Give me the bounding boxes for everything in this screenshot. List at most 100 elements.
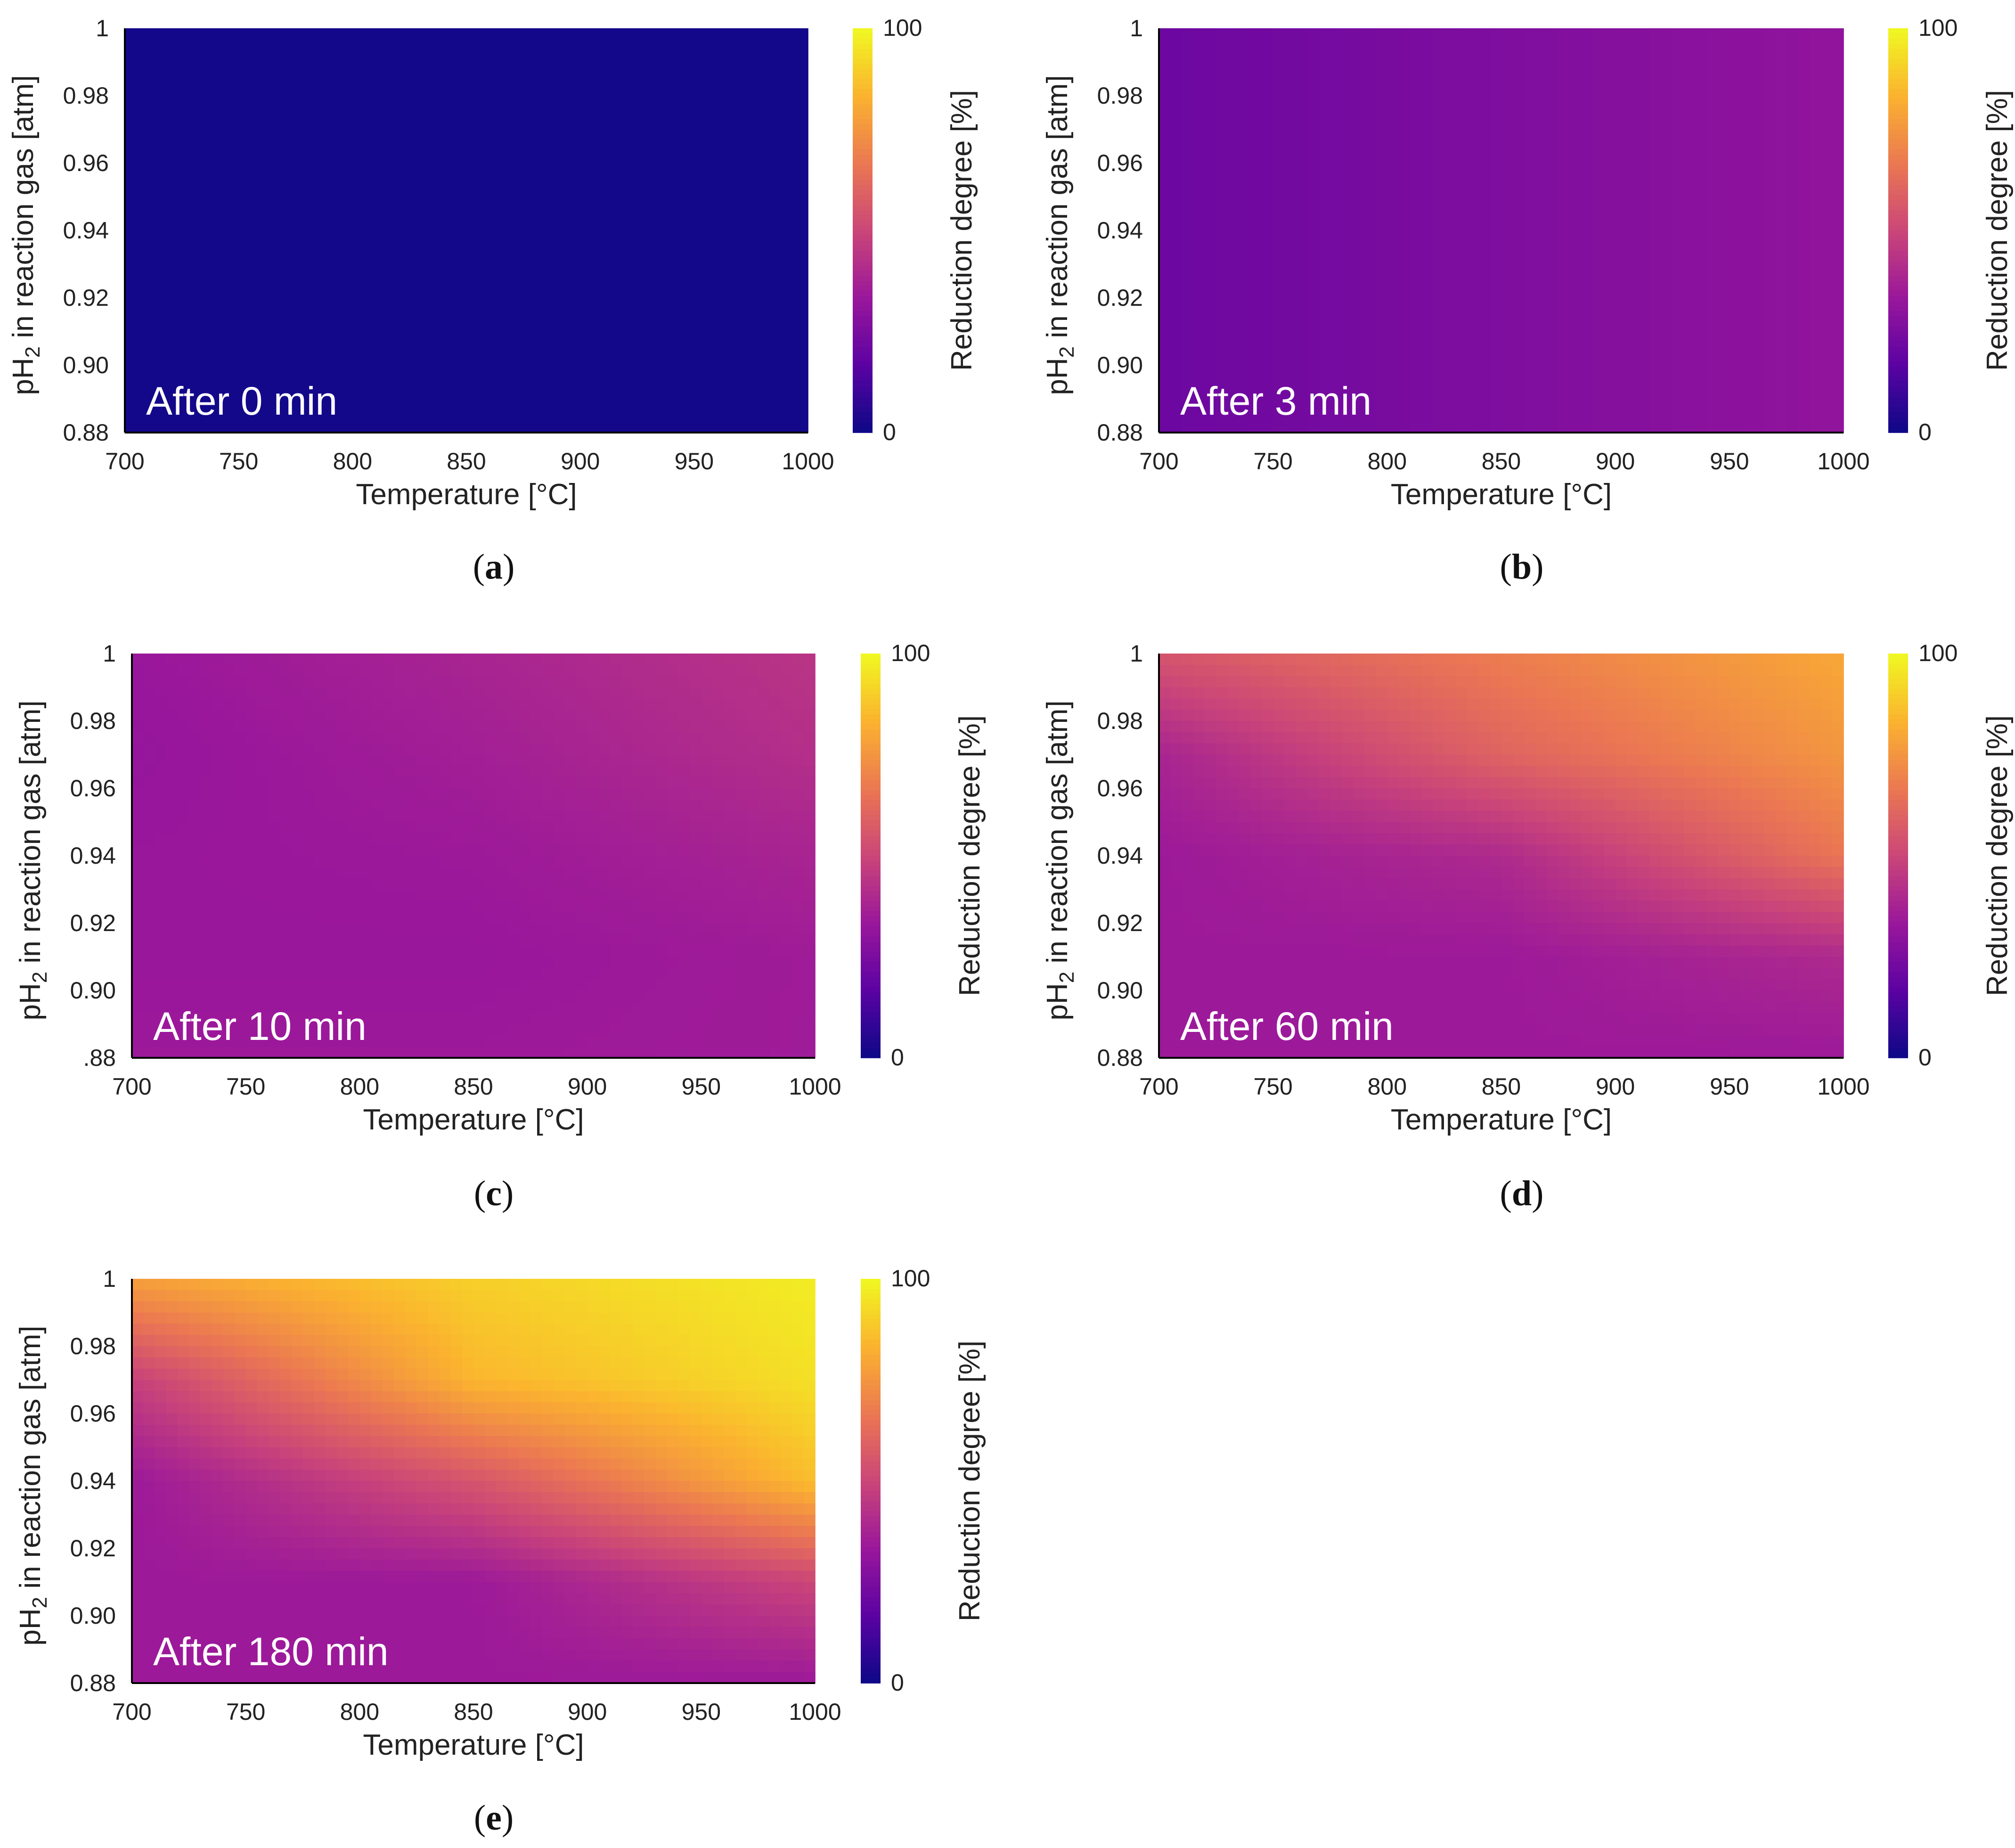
heatmap-cell [546,106,558,119]
heatmap-cell [705,140,718,152]
heatmap-cell [1581,163,1593,175]
heatmap-cell [238,185,251,197]
heatmap-cell [1204,331,1216,343]
heatmap-cell [386,129,399,141]
heatmap-cell [644,721,656,733]
heatmap-cell [796,298,808,310]
heatmap-cell [1763,219,1776,231]
heatmap-cell [1250,196,1262,209]
heatmap-cell [341,286,353,298]
heatmap-cell [1227,331,1240,343]
heatmap-cell [614,84,627,96]
y-tick-label: 0.90 [63,352,109,378]
heatmap-cell [1239,96,1251,107]
heatmap-cell [359,664,372,677]
heatmap-cell [1741,106,1753,119]
heatmap-cell [1284,286,1297,298]
heatmap-cell [1478,241,1491,253]
heatmap-cell [466,219,478,231]
heatmap-cell [546,73,558,85]
heatmap-cell [1604,387,1616,400]
heatmap-cell [1398,387,1411,400]
heatmap-cell [598,676,611,688]
heatmap-cell [705,275,718,287]
heatmap-cell [1182,62,1194,74]
heatmap-cell [1683,39,1696,51]
heatmap-cell [1535,73,1548,85]
heatmap-cell [318,421,330,433]
heatmap-cell [466,387,478,400]
heatmap-cell [170,208,182,220]
heatmap-cell [500,298,513,310]
heatmap-cell [1626,286,1639,298]
heatmap-cell [1387,84,1399,96]
heatmap-cell [740,39,751,51]
heatmap-cell [603,275,615,287]
heatmap-cell [648,253,661,265]
heatmap-cell [1752,399,1764,411]
heatmap-cell [1239,106,1251,119]
heatmap-cell [591,84,604,96]
heatmap-cell [705,208,718,220]
heatmap-cell [1216,298,1228,310]
heatmap-cell [1227,118,1240,130]
heatmap-cell [421,84,433,96]
heatmap-cell [432,96,444,107]
heatmap-cell [386,410,399,422]
heatmap-cell [250,174,262,186]
heatmap-cell [1695,174,1707,186]
heatmap-cell [694,208,706,220]
heatmap-cell [455,118,467,130]
heatmap-cell [1193,140,1205,152]
heatmap-cell [1216,129,1228,141]
heatmap-cell [443,309,456,321]
heatmap-cell [1661,129,1673,141]
heatmap-cell [193,152,205,164]
heatmap-cell [591,354,604,366]
heatmap-cell [1410,421,1422,433]
heatmap-cell [398,152,410,164]
heatmap-cell [238,73,251,85]
heatmap-cell [170,140,182,152]
heatmap-cell [1296,219,1308,231]
heatmap-cell [1547,196,1559,209]
heatmap-cell [409,185,422,197]
heatmap-cell [1478,50,1491,63]
heatmap-cell [1706,73,1719,85]
heatmap-cell [159,230,171,242]
heatmap-cell [250,39,262,51]
heatmap-cell [1216,320,1228,332]
heatmap-cell [1638,309,1650,321]
heatmap-cell [1763,73,1776,85]
heatmap-cell [1398,343,1411,354]
heatmap-cell [1501,28,1513,40]
heatmap-cell [1216,185,1228,197]
heatmap-cell [758,664,770,677]
heatmap-cell [170,28,182,40]
heatmap-cell [1763,208,1776,220]
heatmap-cell [223,721,235,733]
heatmap-cell [181,185,194,197]
heatmap-cell [1524,28,1536,40]
heatmap-cell [523,399,535,411]
heatmap-cell [1433,129,1445,141]
heatmap-cell [216,96,228,107]
heatmap-cell [717,152,729,164]
heatmap-cell [245,721,258,733]
heatmap-cell [1170,264,1183,276]
heatmap-cell [204,96,217,107]
heatmap-cell [774,309,786,321]
heatmap-cell [769,664,782,677]
heatmap-cell [170,163,182,175]
heatmap-cell [576,721,588,733]
heatmap-cell [1490,343,1502,354]
heatmap-cell [455,264,467,276]
heatmap-cell [637,208,649,220]
heatmap-cell [325,698,337,710]
heatmap-cell [273,253,285,265]
heatmap-cell [147,309,160,321]
heatmap-cell [1775,185,1787,197]
heatmap-cell [1467,365,1479,377]
heatmap-cell [610,676,622,688]
heatmap-cell [705,354,718,366]
